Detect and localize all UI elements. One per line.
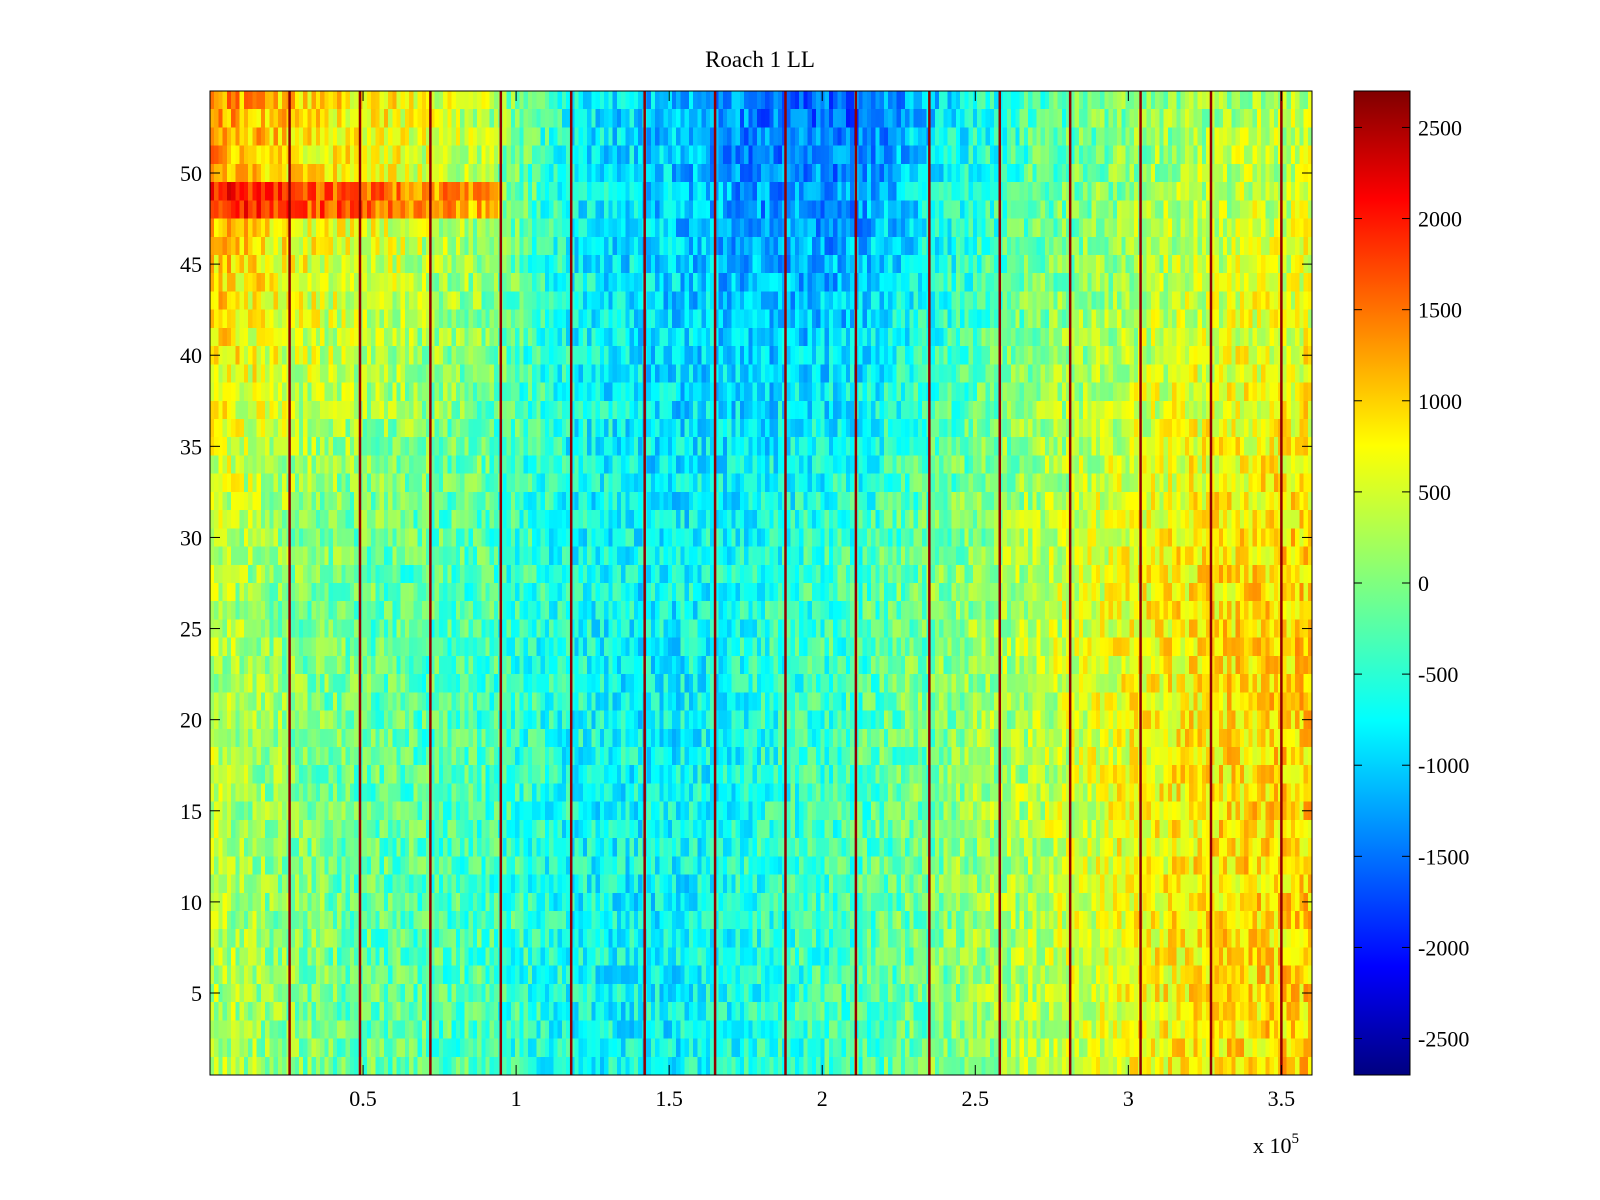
y-tick-label: 40 [180, 343, 202, 368]
y-tick-label: 45 [180, 252, 202, 277]
colorbar-tick-label: -2000 [1418, 935, 1469, 960]
y-tick-label: 15 [180, 799, 202, 824]
vertical-red-lines [288, 91, 1283, 1075]
colorbar-tick-label: 0 [1418, 571, 1429, 596]
y-axis-ticks: 5 10 15 20 25 30 35 40 45 50 [180, 161, 1312, 1006]
colorbar-tick-label: 1500 [1418, 298, 1462, 323]
colorbar-tick-label: 500 [1418, 480, 1451, 505]
x-tick-label: 0.5 [349, 1086, 377, 1111]
plot-frame [209, 90, 1313, 1076]
y-tick-label: 25 [180, 617, 202, 642]
colorbar [1353, 90, 1411, 1076]
x-multiplier-base: x 10 [1253, 1133, 1292, 1158]
x-tick-label: 3.5 [1268, 1086, 1296, 1111]
colorbar-tick-label: -500 [1418, 662, 1458, 687]
x-tick-label: 2 [817, 1086, 828, 1111]
x-axis-multiplier: x 105 [1253, 1131, 1299, 1158]
x-tick-label: 1 [511, 1086, 522, 1111]
colorbar-tick-label: -1000 [1418, 753, 1469, 778]
y-tick-label: 10 [180, 890, 202, 915]
y-tick-label: 35 [180, 434, 202, 459]
y-tick-label: 5 [191, 981, 202, 1006]
y-tick-label: 50 [180, 161, 202, 186]
colorbar-tick-label: 2000 [1418, 207, 1462, 232]
x-tick-label: 1.5 [655, 1086, 683, 1111]
y-tick-label: 20 [180, 708, 202, 733]
x-axis-ticks: 0.5 1 1.5 2 2.5 3 3.5 [349, 91, 1295, 1111]
x-tick-label: 2.5 [962, 1086, 990, 1111]
heatmap-image [210, 91, 1312, 1075]
colorbar-tick-label: 1000 [1418, 389, 1462, 414]
heatmap-cells [210, 91, 1312, 1075]
colorbar-tick-label: -1500 [1418, 844, 1469, 869]
chart-title: Roach 1 LL [705, 47, 815, 72]
colorbar-tick-label: -2500 [1418, 1027, 1469, 1052]
colorbar-ticks: 2500 2000 1500 1000 500 0 -500 -1000 -1500 -2000 -… [1354, 115, 1469, 1052]
colorbar-tick-label: 2500 [1418, 115, 1462, 140]
x-tick-label: 3 [1123, 1086, 1134, 1111]
y-tick-label: 30 [180, 525, 202, 550]
x-multiplier-exponent: 5 [1292, 1131, 1300, 1147]
